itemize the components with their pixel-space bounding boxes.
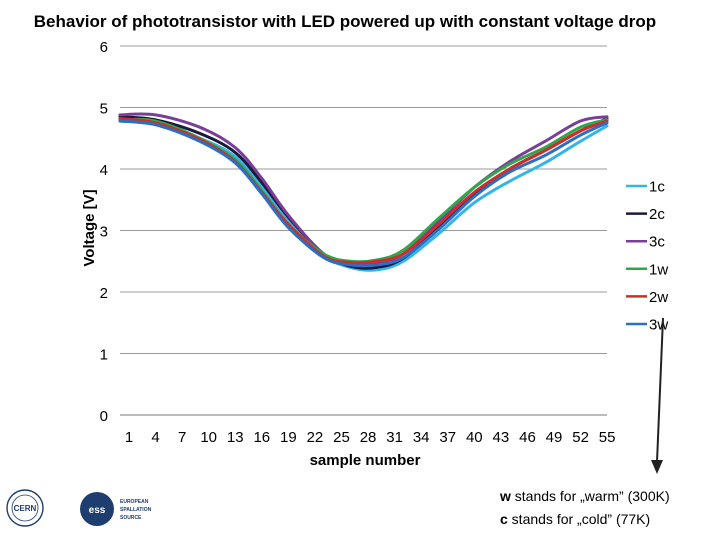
ess-logo: ess EUROPEAN SPALLATION SOURCE [80,492,152,526]
x-tick-label: 34 [413,429,430,446]
legend-label-3w: 3w [649,317,668,334]
note-cold-key: c [500,511,508,527]
series-line-2w [118,117,609,265]
x-tick-label: 19 [280,429,297,446]
annotation-arrow-head [651,460,663,474]
y-tick-label: 0 [100,408,108,425]
legend: 1c 2c 3c 1w 2w 3w [626,179,668,334]
x-axis-ticks: 1 4 7 10 13 16 19 22 25 28 31 34 37 40 43 46 49 52 55 [125,429,616,446]
grid [120,45,607,416]
series-lines [118,112,609,272]
x-tick-label: 49 [546,429,563,446]
x-tick-label: 46 [519,429,536,446]
y-tick-label: 2 [100,285,108,302]
cern-logo-text: CERN [14,504,37,513]
x-tick-label: 43 [493,429,510,446]
x-tick-label: 52 [572,429,589,446]
note-warm-key: w [499,488,511,504]
y-axis-ticks: 0 1 2 3 4 5 6 [100,39,108,425]
ess-logo-mark: ess [89,505,106,516]
x-tick-label: 55 [599,429,616,446]
x-tick-label: 16 [253,429,270,446]
note-cold-text: stands for „cold” (77K) [508,511,650,527]
x-tick-label: 22 [307,429,324,446]
note-warm: w stands for „warm” (300K) [499,488,670,504]
x-tick-label: 40 [466,429,483,446]
x-tick-label: 10 [200,429,217,446]
note-cold: c stands for „cold” (77K) [500,511,650,527]
series-line-1w [118,117,609,264]
legend-label-1w: 1w [649,261,668,278]
x-tick-label: 37 [439,429,456,446]
y-tick-label: 5 [100,101,108,118]
x-tick-label: 1 [125,429,133,446]
x-tick-label: 25 [333,429,350,446]
cern-logo: CERN [6,489,44,527]
x-tick-label: 13 [227,429,244,446]
x-tick-label: 28 [360,429,377,446]
legend-label-2c: 2c [649,206,665,223]
x-axis-label: sample number [310,452,421,469]
series-line-1c [118,119,609,272]
y-tick-label: 1 [100,347,108,364]
annotation-arrow-line [656,317,664,463]
note-warm-text: stands for „warm” (300K) [511,488,670,504]
ess-logo-line1: EUROPEAN [120,499,149,505]
legend-label-2w: 2w [649,289,668,306]
legend-label-3c: 3c [649,234,665,251]
ess-logo-line3: SOURCE [120,515,142,521]
legend-label-1c: 1c [649,179,665,196]
chart-title: Behavior of phototransistor with LED pow… [34,12,656,31]
x-tick-label: 7 [178,429,186,446]
y-tick-label: 6 [100,39,108,56]
y-axis-label: Voltage [V] [81,189,98,266]
y-tick-label: 3 [100,224,108,241]
x-tick-label: 31 [386,429,403,446]
y-tick-label: 4 [100,162,108,179]
ess-logo-line2: SPALLATION [120,507,152,513]
series-line-3w [118,119,609,268]
x-tick-label: 4 [151,429,159,446]
